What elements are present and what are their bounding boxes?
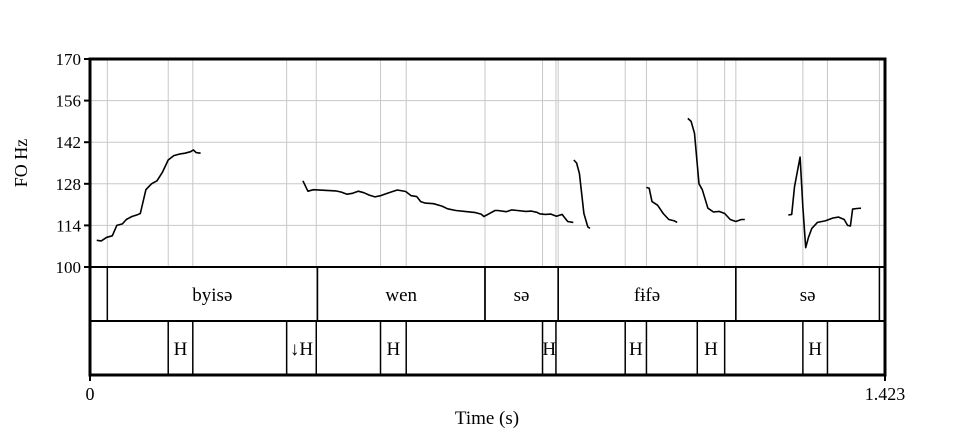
tone-label: H — [386, 339, 400, 360]
pitch-segment — [788, 156, 862, 249]
y-axis: 100 114 128 142 156 170 — [56, 50, 90, 277]
frame — [88, 57, 887, 377]
tone-label: H — [542, 339, 556, 360]
grid — [90, 59, 885, 267]
annotation-tiers: byisə wen sə fɨfə sə H ↓H H H H H H — [90, 267, 885, 375]
y-tick-label: 114 — [56, 216, 81, 235]
y-tick-label: 128 — [56, 175, 82, 194]
pitch-contour — [96, 117, 862, 249]
x-tick-label: 1.423 — [865, 384, 906, 404]
y-tick-label: 142 — [56, 133, 82, 152]
plot-frame — [88, 57, 887, 377]
tone-label: H — [808, 339, 822, 360]
y-tick-label: 100 — [56, 258, 82, 277]
tone-label: H — [629, 339, 643, 360]
pitch-segment — [573, 159, 591, 230]
tone-label: ↓H — [290, 339, 314, 360]
word-label: wen — [385, 285, 417, 306]
word-label: sə — [800, 285, 816, 306]
y-tick-label: 170 — [56, 50, 82, 69]
x-axis: 0 1.423 — [86, 375, 906, 404]
tone-label: H — [174, 339, 188, 360]
pitch-segment — [96, 149, 201, 242]
word-label: sə — [514, 285, 530, 306]
word-label: byisə — [192, 285, 232, 306]
pitch-segment — [687, 117, 745, 223]
word-label: fɨfə — [634, 285, 660, 306]
y-axis-title: FO Hz — [11, 139, 31, 188]
pitch-segment — [302, 180, 574, 224]
tone-label: H — [704, 339, 718, 360]
y-tick-label: 156 — [56, 92, 82, 111]
x-tick-label: 0 — [86, 384, 95, 404]
pitch-segment — [646, 186, 678, 224]
x-axis-title: Time (s) — [455, 408, 519, 429]
